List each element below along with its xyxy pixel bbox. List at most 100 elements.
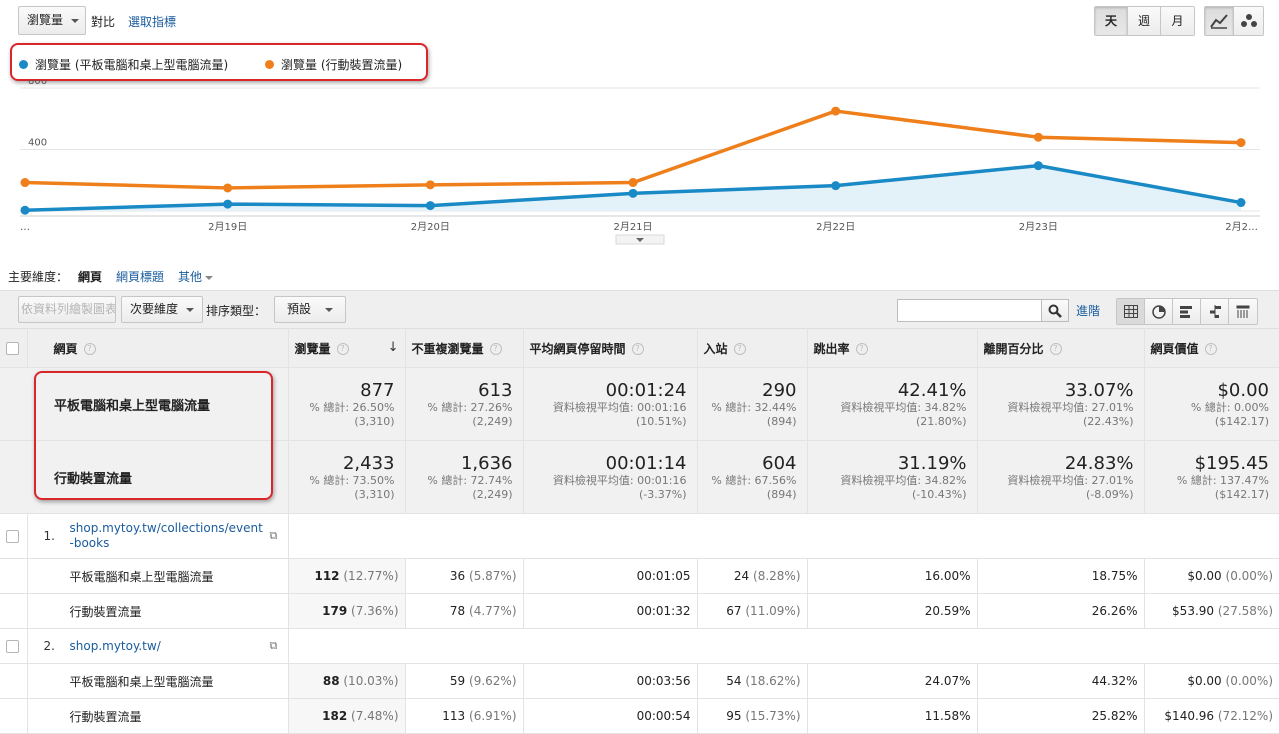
header-entrances[interactable]: 入站? (697, 328, 808, 368)
help-icon[interactable]: ? (83, 343, 96, 355)
summary-sub: (2,249) (472, 414, 513, 428)
help-icon[interactable]: ? (631, 343, 644, 355)
help-icon[interactable]: ? (1049, 343, 1062, 355)
checkbox[interactable] (6, 640, 19, 653)
data-point (1236, 138, 1246, 148)
header-exit-pct[interactable]: 離開百分比? (977, 328, 1145, 368)
entrances-pct: (8.28%) (753, 569, 801, 583)
metric-select[interactable]: 瀏覽量 (18, 6, 86, 35)
unique-cell: 36 (5.87%) (405, 558, 524, 594)
view-percentage-button[interactable] (1145, 299, 1173, 324)
help-icon[interactable]: ? (336, 343, 349, 355)
segment-name: 平板電腦和桌上型電腦流量 (27, 663, 289, 699)
table-toolbar: 依資料列繪製圖表 次要維度 排序類型： 預設 進階 (0, 290, 1279, 328)
help-icon[interactable]: ? (1204, 343, 1217, 355)
dimension-page-title[interactable]: 網頁標題 (116, 270, 165, 284)
views-pct: (10.03%) (343, 674, 399, 688)
summary-cell: $195.45% 總計: 137.47% ($142.17) (1144, 440, 1279, 514)
summary-value: 604 (762, 452, 797, 474)
line-chart-icon (1210, 14, 1228, 29)
period-month-button[interactable]: 月 (1161, 7, 1194, 35)
view-pivot-button[interactable] (1229, 299, 1257, 324)
summary-value: 877 (360, 379, 395, 401)
pie-chart-icon (1151, 304, 1166, 319)
empty-cell (0, 593, 28, 629)
header-pageviews[interactable]: 瀏覽量? ↓ (288, 328, 406, 368)
summary-row: 行動裝置流量 2,433% 總計: 73.50% (3,310) 1,636% 總… (0, 440, 1279, 514)
table-search-input[interactable] (897, 299, 1043, 322)
view-comparison-button[interactable] (1201, 299, 1229, 324)
advanced-filter-link[interactable]: 進階 (1076, 304, 1101, 318)
page-link[interactable]: shop.mytoy.tw/collections/event-books (69, 521, 263, 550)
time-cell: 00:01:05 (523, 558, 698, 594)
header-page-value[interactable]: 網頁價值? (1144, 328, 1279, 368)
header-avg-time[interactable]: 平均網頁停留時間? (523, 328, 698, 368)
value-cell: $140.96 (72.12%) (1144, 698, 1279, 734)
select-metric-link[interactable]: 選取指標 (128, 15, 177, 29)
period-week-button[interactable]: 週 (1128, 7, 1161, 35)
plot-rows-button[interactable]: 依資料列繪製圖表 (18, 296, 116, 323)
data-point (628, 188, 638, 198)
value: $140.96 (1164, 709, 1215, 723)
header-bounce-rate[interactable]: 跳出率? (807, 328, 978, 368)
checkbox[interactable] (6, 530, 19, 543)
summary-sub: % 總計: 73.50% (309, 473, 395, 487)
summary-sub: (21.80%) (915, 414, 967, 428)
line-chart[interactable]: 800 400 … 2月19日 2月20日 2月21日 2月22日 2月23日 2月2… (0, 80, 1279, 245)
views-pct: (12.77%) (343, 569, 399, 583)
summary-value: 31.19% (897, 452, 967, 474)
value: $53.90 (1172, 604, 1215, 618)
sort-type-label: 排序類型： (206, 304, 267, 318)
period-day-button[interactable]: 天 (1095, 7, 1128, 35)
page-link[interactable]: shop.mytoy.tw/ (69, 638, 161, 653)
secondary-dimension-select[interactable]: 次要維度 (121, 296, 204, 323)
row-checkbox-cell[interactable] (0, 628, 28, 664)
dimension-page[interactable]: 網頁 (78, 270, 103, 297)
external-link-icon[interactable]: ⧉ (269, 639, 278, 652)
sort-type-select[interactable]: 預設 (274, 296, 347, 323)
summary-sub: (22.43%) (1082, 414, 1134, 428)
x-tick-label: 2月22日 (816, 221, 855, 233)
view-data-button[interactable] (1117, 299, 1145, 324)
row-checkbox-cell[interactable] (0, 513, 28, 559)
empty-cell (0, 698, 28, 734)
header-label: 入站 (703, 341, 728, 356)
help-icon[interactable]: ? (733, 343, 746, 355)
legend-dot-icon (19, 60, 28, 69)
comparison-icon (1209, 305, 1221, 318)
legend-item-mobile[interactable]: 瀏覽量 (行動裝置流量) (265, 56, 402, 73)
header-label: 離開百分比 (983, 341, 1044, 356)
motion-chart-button[interactable] (1234, 7, 1263, 35)
summary-sub: 資料檢視平均值: 00:01:16 (552, 400, 687, 414)
summary-cell: 24.83% 資料檢視平均值: 27.01% (-8.09%) (977, 440, 1145, 514)
value-cell: $0.00 (0.00%) (1144, 558, 1279, 594)
summary-value: 24.83% (1064, 452, 1134, 474)
checkbox[interactable] (6, 342, 19, 355)
summary-value: $195.45 (1194, 452, 1269, 474)
summary-sub: ($142.17) (1214, 414, 1269, 428)
search-button[interactable] (1041, 299, 1069, 322)
legend-item-desktop[interactable]: 瀏覽量 (平板電腦和桌上型電腦流量) (19, 56, 228, 73)
value-pct: (0.00%) (1225, 569, 1273, 583)
header-page[interactable]: 網頁? (27, 328, 289, 368)
page-cell: 1. shop.mytoy.tw/collections/event-books… (27, 513, 289, 559)
summary-cell: 290% 總計: 32.44% (894) (697, 367, 808, 441)
segment-row: 行動裝置流量 179 (7.36%) 78 (4.77%) 00:01:32 6… (0, 593, 1279, 629)
help-icon[interactable]: ? (489, 343, 502, 355)
help-icon[interactable]: ? (855, 343, 868, 355)
entrances-cell: 24 (8.28%) (697, 558, 808, 594)
summary-sub: (-3.37%) (639, 487, 687, 501)
view-performance-button[interactable] (1173, 299, 1201, 324)
external-link-icon[interactable]: ⧉ (269, 529, 278, 542)
header-select-all[interactable] (0, 328, 28, 368)
summary-cell: 00:01:14 資料檢視平均值: 00:01:16 (-3.37%) (523, 440, 698, 514)
dimension-other[interactable]: 其他 (178, 268, 214, 285)
summary-value: 00:01:24 (605, 379, 687, 401)
unique-cell: 59 (9.62%) (405, 663, 524, 699)
line-chart-button[interactable] (1205, 7, 1234, 35)
header-label: 跳出率 (813, 341, 850, 356)
summary-sub: (2,249) (472, 487, 513, 501)
unique-cell: 113 (6.91%) (405, 698, 524, 734)
header-unique-pageviews[interactable]: 不重複瀏覽量? (405, 328, 524, 368)
bounce-cell: 16.00% (807, 558, 978, 594)
